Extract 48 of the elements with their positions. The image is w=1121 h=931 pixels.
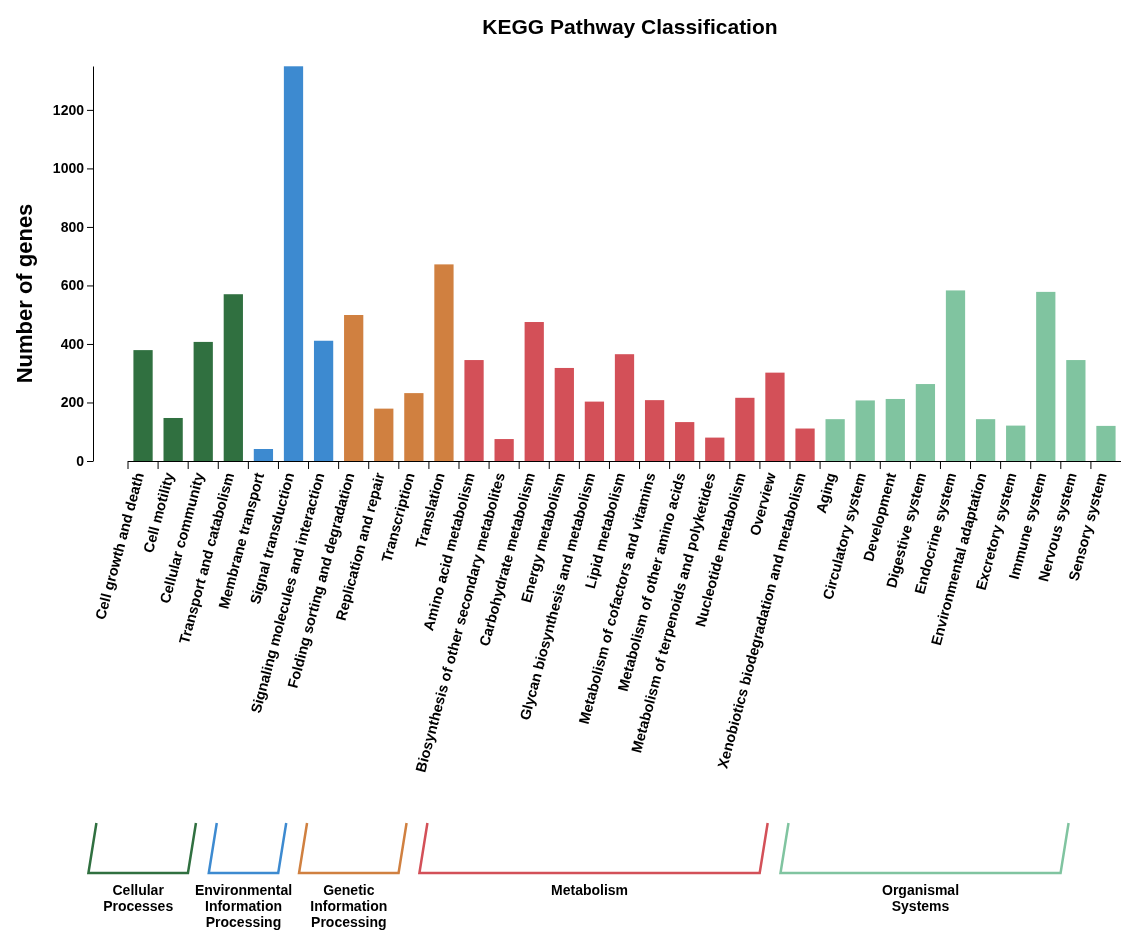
bar	[163, 417, 183, 461]
bar	[945, 290, 966, 461]
bar	[554, 367, 574, 461]
bar	[735, 397, 755, 461]
bar	[1066, 360, 1086, 461]
bar	[705, 437, 725, 461]
text: Environmental Information Processing	[194, 882, 293, 930]
chart-title: KEGG Pathway Classification	[482, 15, 778, 38]
bar	[675, 422, 695, 461]
bar	[464, 360, 484, 461]
bar	[223, 294, 243, 461]
text: Cellular Processes	[103, 882, 174, 914]
bar	[344, 315, 364, 461]
bar	[915, 384, 936, 461]
bar	[313, 340, 334, 461]
bar	[825, 419, 845, 461]
bar	[374, 408, 394, 461]
bar	[644, 400, 665, 461]
y-tick-label: 1000	[52, 160, 85, 177]
bar	[524, 322, 544, 461]
x-tick-label: Aging	[812, 470, 839, 515]
bar	[614, 354, 635, 461]
bar	[795, 428, 815, 461]
y-tick-label: 600	[60, 277, 85, 294]
text: Metabolism	[551, 882, 629, 898]
bar	[885, 398, 905, 461]
bar	[283, 66, 304, 461]
bar	[855, 400, 875, 461]
bar	[975, 419, 996, 461]
bar	[1036, 291, 1056, 461]
text: Organismal Systems	[882, 882, 960, 914]
bar	[494, 439, 514, 461]
bar	[434, 264, 454, 461]
bar	[765, 372, 785, 461]
bar	[584, 401, 605, 461]
bar	[404, 393, 424, 461]
y-tick-label: 1200	[52, 101, 85, 118]
text: Genetic Information Processing	[310, 882, 388, 930]
y-axis-title: Number of genes	[12, 203, 37, 384]
bar	[1006, 425, 1026, 461]
bar	[253, 449, 274, 461]
bar	[133, 350, 153, 461]
y-tick-label: 200	[60, 394, 85, 411]
y-tick-label: 800	[60, 218, 85, 235]
bar	[193, 341, 213, 461]
y-tick-label: 0	[76, 452, 85, 469]
bar	[1096, 425, 1116, 461]
y-tick-label: 400	[60, 335, 85, 352]
